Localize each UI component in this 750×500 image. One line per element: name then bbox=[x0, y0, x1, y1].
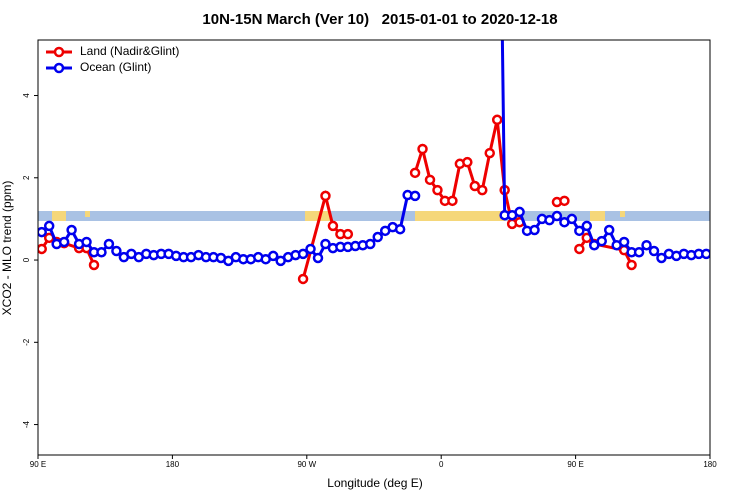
data-point bbox=[88, 259, 100, 271]
data-point bbox=[297, 248, 309, 260]
data-point bbox=[641, 239, 652, 251]
land-strip bbox=[305, 211, 330, 221]
data-point bbox=[424, 174, 436, 186]
data-point bbox=[365, 238, 376, 250]
data-point bbox=[66, 224, 77, 236]
data-point bbox=[312, 252, 324, 264]
data-point bbox=[566, 213, 578, 225]
data-point bbox=[409, 167, 421, 179]
map-strip bbox=[38, 211, 710, 221]
data-point bbox=[38, 243, 47, 255]
data-point bbox=[320, 190, 331, 202]
land-strip bbox=[52, 211, 66, 221]
data-point bbox=[559, 195, 570, 207]
data-point bbox=[342, 228, 354, 240]
data-point bbox=[394, 223, 406, 235]
land-strip bbox=[415, 211, 505, 221]
y-axis-label: XCO2 - MLO trend (ppm) bbox=[0, 181, 14, 316]
data-point bbox=[574, 243, 585, 255]
data-point bbox=[633, 246, 645, 258]
data-point bbox=[409, 190, 421, 202]
data-point bbox=[320, 238, 331, 250]
legend-label: Ocean (Glint) bbox=[80, 60, 151, 74]
x-tick-label: 180 bbox=[166, 460, 180, 469]
data-point bbox=[491, 114, 503, 126]
land-strip bbox=[620, 211, 625, 217]
x-tick-label: 90 W bbox=[297, 460, 316, 469]
legend-marker bbox=[53, 62, 65, 74]
x-tick-label: 90 E bbox=[30, 460, 46, 469]
data-point bbox=[462, 156, 473, 168]
data-point bbox=[447, 195, 458, 207]
plot-area bbox=[38, 40, 710, 285]
series-line bbox=[40, 40, 707, 263]
data-point bbox=[581, 220, 593, 232]
data-point bbox=[103, 238, 115, 250]
data-point bbox=[544, 214, 555, 226]
data-point bbox=[38, 226, 47, 238]
data-point bbox=[596, 235, 607, 247]
data-point bbox=[297, 273, 309, 285]
data-point bbox=[432, 184, 443, 196]
x-tick-label: 0 bbox=[439, 460, 444, 469]
data-point bbox=[551, 210, 563, 222]
land-strip bbox=[590, 211, 605, 221]
data-point bbox=[603, 224, 615, 236]
chart-title: 10N-15N March (Ver 10) 2015-01-01 to 202… bbox=[202, 11, 557, 28]
y-tick-label: 0 bbox=[22, 257, 31, 262]
data-point bbox=[417, 143, 428, 155]
data-point bbox=[484, 147, 495, 159]
data-point bbox=[618, 236, 630, 248]
legend-label: Land (Nadir&Glint) bbox=[80, 44, 179, 58]
data-point bbox=[327, 220, 339, 232]
data-point bbox=[305, 243, 316, 255]
data-point bbox=[701, 248, 710, 260]
data-point bbox=[96, 246, 107, 258]
data-point bbox=[648, 245, 660, 257]
data-point bbox=[477, 184, 488, 196]
data-point bbox=[529, 224, 540, 236]
x-tick-label: 180 bbox=[703, 460, 717, 469]
legend-marker bbox=[53, 46, 65, 58]
y-tick-label: 4 bbox=[22, 93, 31, 98]
ocean-strip bbox=[38, 211, 710, 221]
data-point bbox=[469, 180, 481, 192]
x-axis-label: Longitude (deg E) bbox=[327, 476, 422, 490]
y-tick-label: -4 bbox=[22, 420, 31, 428]
data-point bbox=[111, 245, 122, 257]
y-tick-label: 2 bbox=[22, 175, 31, 180]
data-point bbox=[574, 225, 585, 237]
data-point bbox=[656, 252, 667, 264]
data-point bbox=[372, 231, 383, 243]
data-point bbox=[58, 236, 70, 248]
data-point bbox=[267, 250, 279, 262]
y-tick-label: -2 bbox=[22, 338, 31, 346]
plot-frame bbox=[37, 39, 711, 456]
data-point bbox=[81, 236, 92, 248]
x-tick-label: 90 E bbox=[567, 460, 583, 469]
data-point bbox=[626, 259, 637, 271]
data-point bbox=[43, 220, 55, 232]
data-point bbox=[514, 206, 525, 218]
data-point bbox=[589, 239, 600, 251]
land-strip bbox=[85, 211, 90, 217]
